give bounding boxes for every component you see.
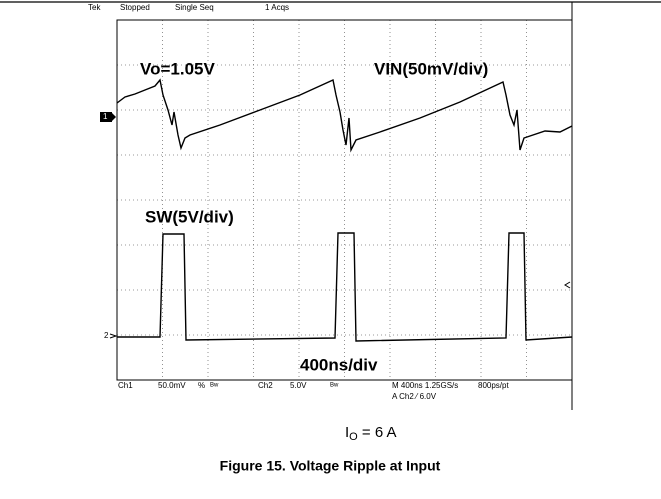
- scope-grid: [117, 20, 572, 380]
- vo-label: Vo=1.05V: [140, 59, 215, 78]
- status-trigger: A Ch2 ⁄ 6.0V: [392, 392, 437, 401]
- sw-label: SW(5V/div): [145, 207, 234, 226]
- status-ch2: Ch2: [258, 381, 273, 390]
- scope-acqs: 1 Acqs: [265, 3, 289, 12]
- ch2-arrow: [109, 333, 118, 339]
- status-ch2-scale: 5.0V: [290, 381, 307, 390]
- ch1-marker: 1: [103, 112, 108, 121]
- scope-frame: [116, 19, 573, 381]
- status-ch1-bw: Bw: [210, 383, 219, 389]
- caption: Figure 15. Voltage Ripple at Input: [220, 458, 441, 474]
- status-ch1-scale: 50.0mV: [158, 381, 186, 390]
- scope-state: Stopped: [120, 3, 150, 12]
- condition-sub: O: [349, 431, 358, 443]
- trigger-arrow: [564, 281, 571, 289]
- status-ch2-bw: Bw: [330, 383, 339, 389]
- condition-rest: = 6 A: [358, 424, 397, 441]
- status-resolution: 800ps/pt: [478, 381, 509, 390]
- time-label: 400ns/div: [300, 355, 378, 374]
- vin-label: VIN(50mV/div): [374, 59, 488, 78]
- status-ch1: Ch1: [118, 381, 133, 390]
- sw-waveform: [117, 232, 573, 342]
- vin-waveform: [116, 78, 573, 153]
- scope-mode: Single Seq: [175, 3, 214, 12]
- condition-main: I: [345, 424, 349, 441]
- ch1-marker-box: [100, 112, 112, 122]
- ch2-marker: 2: [104, 331, 109, 340]
- status-timebase: M 400ns 1.25GS/s: [392, 381, 458, 390]
- ch1-arrow: [112, 113, 116, 121]
- condition: IO = 6 A: [345, 424, 397, 443]
- status-ch1-coupling: %: [198, 381, 205, 390]
- scope-brand: Tek: [88, 3, 101, 12]
